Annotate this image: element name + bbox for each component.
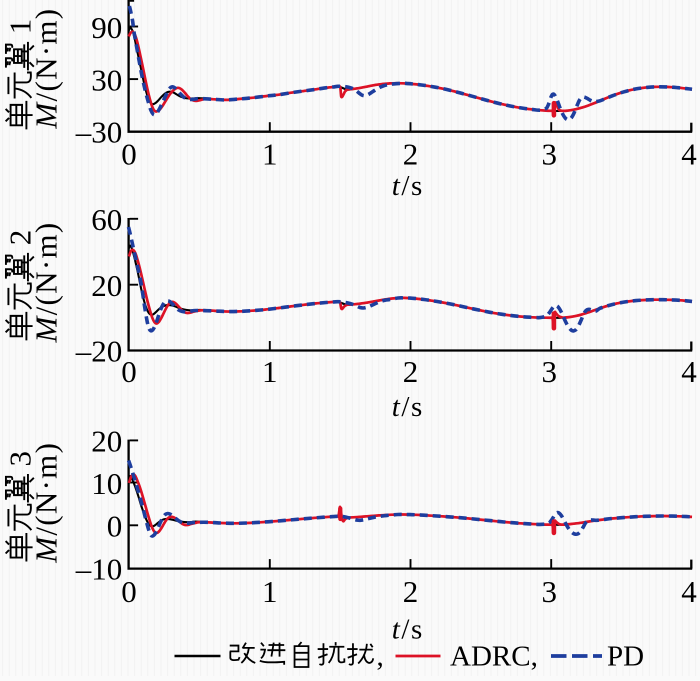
svg-text:t/s: t/s [392,391,423,423]
svg-text:–30: –30 [75,115,123,150]
svg-text:M/(N·m): M/(N·m) [29,8,64,130]
svg-text:10: 10 [91,466,122,501]
svg-text:M/(N·m): M/(N·m) [29,442,64,564]
svg-text:20: 20 [91,268,122,303]
svg-text:3: 3 [541,354,557,389]
svg-text:M/(N·m): M/(N·m) [29,221,64,343]
svg-text:2: 2 [403,574,419,609]
svg-text:4: 4 [681,354,697,389]
svg-text:t/s: t/s [392,170,423,202]
svg-text:0: 0 [121,137,137,172]
svg-text:1: 1 [262,137,278,172]
svg-text:4: 4 [681,574,697,609]
svg-text:3: 3 [541,574,557,609]
svg-text:0: 0 [121,354,137,389]
svg-text:,: , [377,641,384,673]
svg-text:–10: –10 [75,552,123,587]
svg-text:20: 20 [91,424,122,459]
svg-text:2: 2 [2,230,37,246]
svg-text:90: 90 [91,10,122,45]
svg-text:0: 0 [107,509,123,544]
svg-text:2: 2 [403,137,419,172]
svg-text:ADRC,: ADRC, [450,641,538,673]
svg-text:1: 1 [2,19,37,35]
svg-text:4: 4 [681,137,697,172]
svg-text:30: 30 [91,62,122,97]
svg-text:–20: –20 [75,333,123,368]
svg-text:PD: PD [607,641,644,673]
svg-text:2: 2 [403,354,419,389]
svg-text:3: 3 [541,137,557,172]
svg-text:60: 60 [91,202,122,237]
svg-text:t/s: t/s [392,614,423,646]
svg-text:0: 0 [121,574,137,609]
svg-text:1: 1 [262,354,278,389]
svg-text:3: 3 [2,451,37,467]
svg-text:1: 1 [262,574,278,609]
